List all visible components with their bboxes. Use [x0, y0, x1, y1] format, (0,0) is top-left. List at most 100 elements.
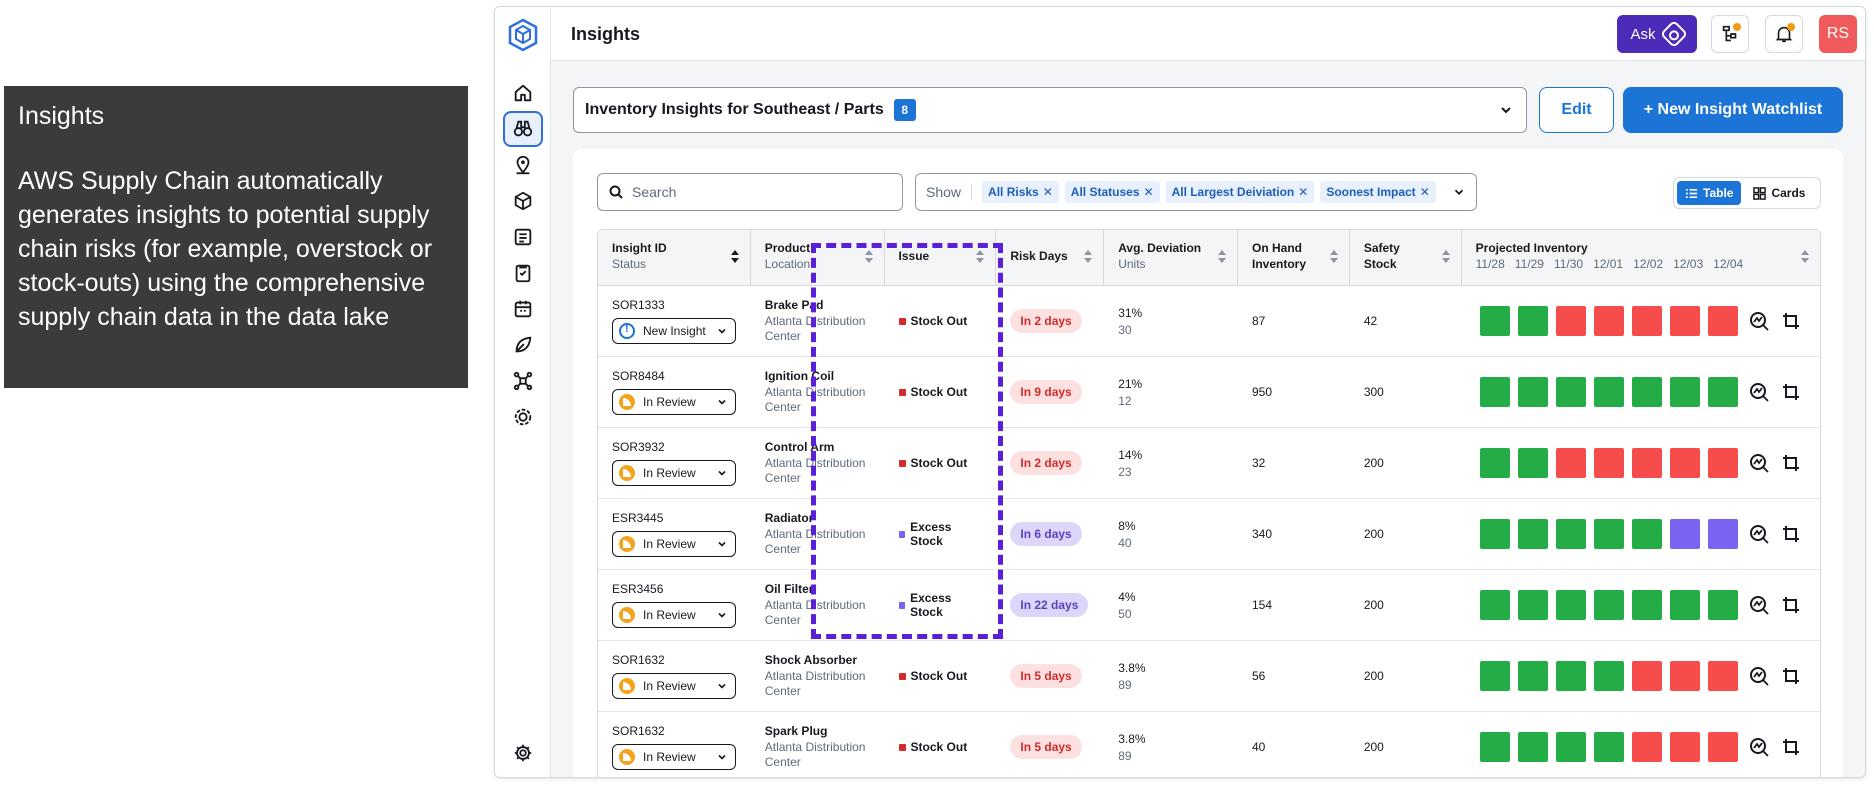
projection-cell-green[interactable] [1593, 661, 1624, 691]
close-icon[interactable]: ✕ [1042, 185, 1053, 199]
trend-magnifier-icon[interactable] [1748, 523, 1770, 545]
nav-insights[interactable] [503, 111, 543, 147]
close-icon[interactable]: ✕ [1298, 185, 1309, 199]
column-insight-id[interactable]: Insight ID Status [598, 230, 751, 285]
projection-cell-green[interactable] [1707, 590, 1738, 620]
nav-sustainability[interactable] [503, 327, 543, 363]
nav-map[interactable] [503, 147, 543, 183]
projection-cell-green[interactable] [1593, 519, 1624, 549]
projection-cell-green[interactable] [1555, 519, 1586, 549]
insight-id[interactable]: SOR1333 [612, 298, 665, 312]
table-row[interactable]: SOR1632 In Review Spark Plug Atlanta Dis… [598, 712, 1820, 777]
projection-cell-purple[interactable] [1669, 519, 1700, 549]
trend-magnifier-icon[interactable] [1748, 736, 1770, 758]
projection-cell-green[interactable] [1631, 377, 1662, 407]
trend-magnifier-icon[interactable] [1748, 381, 1770, 403]
aws-supply-chain-logo-icon[interactable] [505, 17, 541, 53]
projection-cell-green[interactable] [1479, 661, 1510, 691]
cards-view-button[interactable]: Cards [1745, 181, 1813, 205]
projection-cell-red[interactable] [1707, 448, 1738, 478]
status-select[interactable]: In Review [612, 460, 736, 486]
workflow-button[interactable] [1711, 15, 1749, 53]
nav-network[interactable] [503, 363, 543, 399]
column-product[interactable]: Product Location [751, 230, 885, 285]
filter-chip-risks[interactable]: All Risks ✕ [982, 181, 1059, 203]
projection-cell-green[interactable] [1479, 448, 1510, 478]
table-row[interactable]: SOR3932 In Review Control Arm Atlanta Di… [598, 428, 1820, 499]
projection-cell-green[interactable] [1479, 377, 1510, 407]
column-projected-inventory[interactable]: Projected Inventory 11/28 11/29 11/30 12/01… [1462, 230, 1820, 285]
projection-cell-red[interactable] [1555, 306, 1586, 336]
filter-select[interactable]: Show All Risks ✕ All Statuses ✕ All Larges… [915, 173, 1477, 211]
projection-cell-red[interactable] [1669, 661, 1700, 691]
projection-cell-red[interactable] [1631, 732, 1662, 762]
filter-chip-statuses[interactable]: All Statuses ✕ [1064, 181, 1160, 203]
projection-cell-green[interactable] [1517, 306, 1548, 336]
status-select[interactable]: In Review [612, 531, 736, 557]
close-icon[interactable]: ✕ [1143, 185, 1154, 199]
sort-icon[interactable] [1329, 250, 1339, 266]
crop-transfer-icon[interactable] [1780, 665, 1802, 687]
sort-icon[interactable] [1083, 250, 1093, 266]
projection-cell-red[interactable] [1631, 661, 1662, 691]
nav-calendar[interactable] [503, 291, 543, 327]
table-row[interactable]: SOR8484 In Review Ignition Coil Atlanta … [598, 357, 1820, 428]
projection-cell-green[interactable] [1555, 661, 1586, 691]
search-input[interactable]: Search [597, 173, 903, 211]
insight-id[interactable]: SOR1632 [612, 653, 665, 667]
nav-planning[interactable] [503, 255, 543, 291]
projection-cell-green[interactable] [1517, 732, 1548, 762]
column-avg-deviation[interactable]: Avg. Deviation Units [1104, 230, 1238, 285]
projection-cell-green[interactable] [1631, 590, 1662, 620]
projection-cell-green[interactable] [1479, 732, 1510, 762]
projection-cell-green[interactable] [1479, 590, 1510, 620]
projection-cell-red[interactable] [1707, 732, 1738, 762]
column-risk-days[interactable]: Risk Days [996, 230, 1105, 285]
filter-chip-impact[interactable]: Soonest Impact ✕ [1320, 181, 1436, 203]
projection-cell-green[interactable] [1517, 519, 1548, 549]
insight-id[interactable]: SOR1632 [612, 724, 665, 738]
projection-cell-green[interactable] [1479, 519, 1510, 549]
sort-icon[interactable] [1441, 250, 1451, 266]
insight-id[interactable]: SOR3932 [612, 440, 665, 454]
projection-cell-green[interactable] [1707, 377, 1738, 407]
crop-transfer-icon[interactable] [1780, 736, 1802, 758]
insight-id[interactable]: ESR3445 [612, 511, 664, 525]
projection-cell-red[interactable] [1593, 448, 1624, 478]
projection-cell-green[interactable] [1555, 590, 1586, 620]
crop-transfer-icon[interactable] [1780, 452, 1802, 474]
trend-magnifier-icon[interactable] [1748, 452, 1770, 474]
watchlist-select[interactable]: Inventory Insights for Southeast / Parts… [573, 87, 1527, 133]
trend-magnifier-icon[interactable] [1748, 310, 1770, 332]
crop-transfer-icon[interactable] [1780, 523, 1802, 545]
sort-icon[interactable] [730, 250, 740, 266]
trend-magnifier-icon[interactable] [1748, 594, 1770, 616]
projection-cell-red[interactable] [1707, 306, 1738, 336]
projection-cell-green[interactable] [1631, 519, 1662, 549]
projection-cell-green[interactable] [1555, 377, 1586, 407]
nav-supply[interactable] [503, 183, 543, 219]
projection-cell-green[interactable] [1517, 590, 1548, 620]
crop-transfer-icon[interactable] [1780, 310, 1802, 332]
nav-list[interactable] [503, 219, 543, 255]
projection-cell-green[interactable] [1555, 732, 1586, 762]
filter-chip-deviation[interactable]: All Largest Deiviation ✕ [1165, 181, 1315, 203]
sort-icon[interactable] [975, 250, 985, 266]
sort-icon[interactable] [864, 250, 874, 266]
projection-cell-green[interactable] [1593, 732, 1624, 762]
projection-cell-green[interactable] [1479, 306, 1510, 336]
projection-cell-red[interactable] [1669, 732, 1700, 762]
ask-button[interactable]: Ask [1617, 15, 1697, 53]
projection-cell-green[interactable] [1517, 448, 1548, 478]
projection-cell-red[interactable] [1669, 306, 1700, 336]
projection-cell-green[interactable] [1593, 377, 1624, 407]
projection-cell-green[interactable] [1593, 590, 1624, 620]
column-safety-stock[interactable]: Safety Stock [1350, 230, 1462, 285]
insight-id[interactable]: ESR3456 [612, 582, 664, 596]
projection-cell-green[interactable] [1517, 661, 1548, 691]
edit-button[interactable]: Edit [1539, 87, 1614, 133]
crop-transfer-icon[interactable] [1780, 381, 1802, 403]
notifications-button[interactable] [1765, 15, 1803, 53]
sort-icon[interactable] [1217, 250, 1227, 266]
projection-cell-purple[interactable] [1707, 519, 1738, 549]
